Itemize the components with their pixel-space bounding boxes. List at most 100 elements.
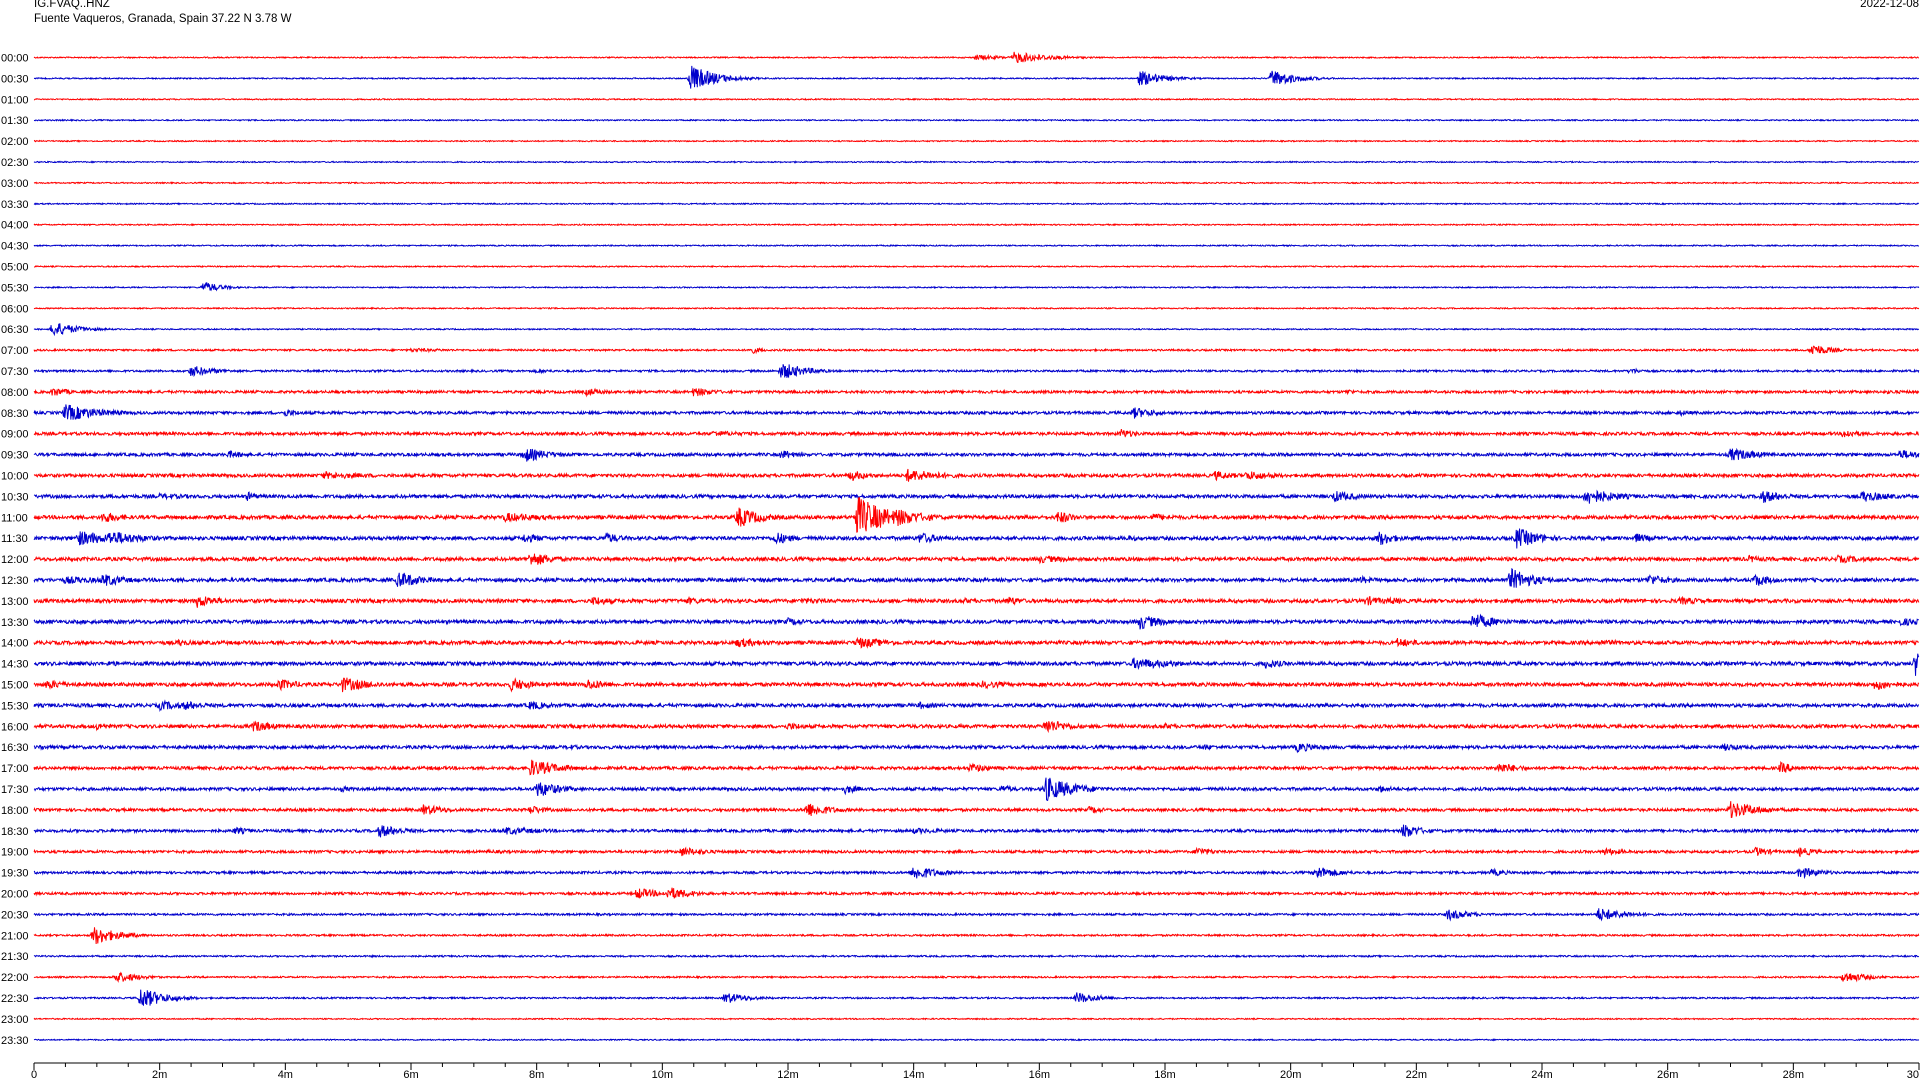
trace-line: [33, 953, 1920, 959]
x-tick-label: 28m: [1783, 1069, 1804, 1080]
trace-line: [33, 181, 1920, 185]
trace-line: [33, 139, 1920, 143]
trace-line: [33, 1017, 1919, 1021]
trace-line: [33, 595, 1920, 608]
hour-label: 14:30: [1, 659, 29, 671]
hour-label: 20:00: [1, 889, 29, 901]
hour-labels: 00:00 00:30 01:00 01:30 02:00 02:30 03:00 03:30…: [1, 53, 29, 1047]
hour-label: 21:30: [1, 951, 29, 963]
hour-label: 16:30: [1, 742, 29, 754]
trace-line: [33, 636, 1920, 649]
trace-line: [33, 364, 1920, 379]
hour-label: 21:00: [1, 930, 29, 942]
x-tick-label: 16m: [1029, 1069, 1050, 1080]
hour-label: 11:30: [1, 533, 28, 545]
trace-line: [33, 677, 1920, 693]
hour-label: 12:00: [1, 554, 29, 566]
hour-label: 03:30: [1, 199, 29, 211]
hour-label: 09:30: [1, 450, 29, 462]
trace-line: [33, 468, 1920, 482]
hour-label: 06:00: [1, 303, 29, 315]
x-tick-label: 0: [31, 1069, 37, 1080]
seismogram-traces: [33, 51, 1920, 1042]
trace-line: [33, 323, 1920, 337]
x-tick-label: 20m: [1280, 1069, 1301, 1080]
trace-line: [33, 97, 1920, 101]
trace-line: [33, 613, 1919, 630]
hour-label: 13:00: [1, 596, 29, 608]
trace-line: [33, 720, 1920, 734]
x-tick-label: 12m: [777, 1069, 798, 1080]
hour-label: 10:30: [1, 491, 29, 503]
x-tick-label: 14m: [903, 1069, 924, 1080]
x-tick-label: 22m: [1406, 1069, 1427, 1080]
hour-label: 07:00: [1, 345, 29, 357]
hour-label: 10:00: [1, 471, 29, 483]
x-tick-label: 18m: [1154, 1069, 1175, 1080]
trace-line: [33, 846, 1920, 858]
hour-label: 12:30: [1, 575, 29, 587]
trace-line: [33, 777, 1920, 802]
trace-line: [33, 568, 1919, 588]
hour-label: 00:30: [1, 73, 29, 85]
trace-line: [33, 428, 1920, 438]
x-tick-label: 6m: [403, 1069, 418, 1080]
x-tick-label: 30: [1907, 1069, 1919, 1080]
trace-line: [33, 824, 1920, 838]
trace-line: [33, 345, 1919, 355]
hour-label: 08:30: [1, 408, 29, 420]
hour-label: 09:00: [1, 429, 29, 441]
trace-line: [33, 759, 1920, 776]
x-tick-label: 2m: [152, 1069, 167, 1080]
record-date: 2022-12-08: [1860, 0, 1919, 10]
trace-line: [33, 118, 1919, 122]
trace-line: [33, 282, 1920, 292]
hour-label: 18:30: [1, 826, 29, 838]
hour-label: 20:30: [1, 909, 29, 921]
trace-line: [33, 51, 1920, 63]
hour-label: 05:00: [1, 262, 29, 274]
trace-line: [33, 699, 1919, 713]
x-tick-label: 24m: [1531, 1069, 1552, 1080]
hour-label: 22:30: [1, 993, 29, 1005]
trace-line: [33, 989, 1920, 1006]
trace-line: [33, 927, 1920, 945]
hour-label: 04:30: [1, 241, 29, 253]
x-tick-label: 4m: [278, 1069, 293, 1080]
trace-line: [33, 743, 1920, 754]
trace-line: [33, 202, 1919, 206]
trace-line: [33, 65, 1920, 89]
trace-line: [33, 222, 1920, 227]
trace-line: [33, 801, 1920, 818]
x-tick-label: 10m: [652, 1069, 673, 1080]
x-tick-label: 8m: [529, 1069, 544, 1080]
trace-line: [33, 489, 1920, 504]
x-tick-label: 26m: [1657, 1069, 1678, 1080]
trace-line: [33, 887, 1920, 900]
station-id: IG.FVAQ..HNZ: [34, 0, 110, 10]
trace-line: [33, 497, 1920, 533]
hour-label: 23:30: [1, 1035, 29, 1047]
hour-label: 08:00: [1, 387, 29, 399]
trace-line: [33, 160, 1919, 164]
hour-label: 00:00: [1, 53, 29, 65]
hour-label: 06:30: [1, 324, 29, 336]
hour-label: 11:00: [1, 512, 28, 524]
hour-label: 15:30: [1, 700, 29, 712]
hour-label: 02:00: [1, 136, 29, 148]
trace-line: [33, 528, 1920, 549]
hour-label: 01:30: [1, 115, 29, 127]
hour-label: 04:00: [1, 220, 29, 232]
time-axis: 0 2m 4m 6m 8m 10m 12m 14m 16m 18m 20m 22m 24m 26m 28m 3…: [31, 1062, 1920, 1080]
trace-line: [34, 653, 1920, 676]
trace-line: [33, 387, 1920, 398]
hour-label: 02:30: [1, 157, 29, 169]
hour-label: 05:30: [1, 282, 29, 294]
station-location: Fuente Vaqueros, Granada, Spain 37.22 N …: [34, 13, 292, 25]
trace-line: [33, 553, 1920, 565]
hour-label: 13:30: [1, 617, 29, 629]
hour-label: 07:30: [1, 366, 29, 378]
trace-line: [33, 867, 1920, 880]
trace-line: [33, 908, 1920, 922]
